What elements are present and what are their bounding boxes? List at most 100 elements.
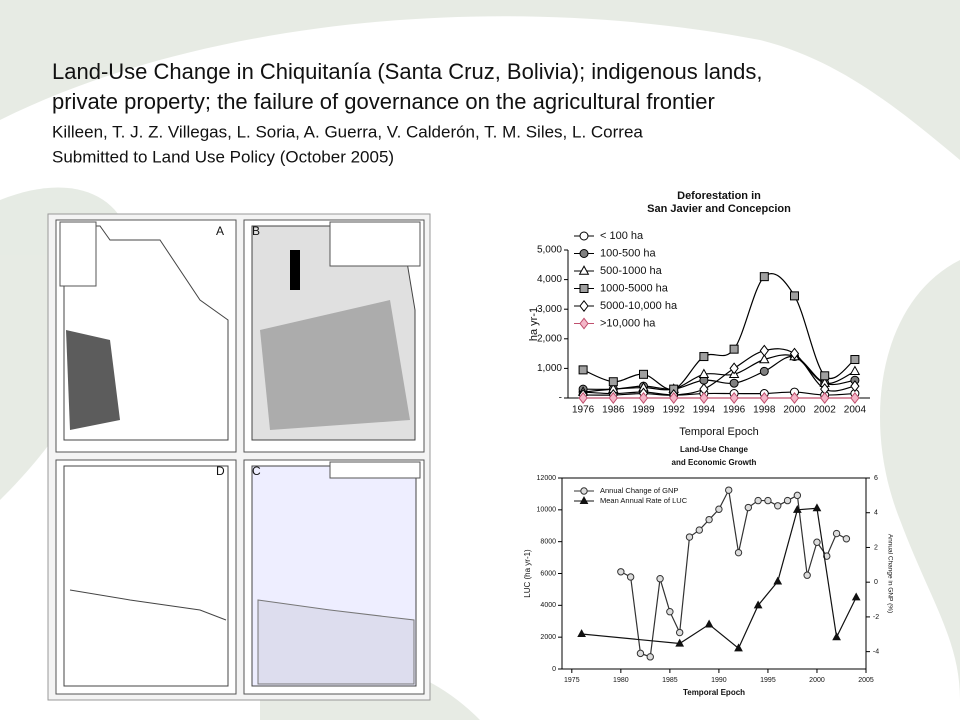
marker: [820, 371, 830, 381]
slide-title: private property; the failure of governa…: [52, 89, 715, 114]
marker: [744, 503, 753, 512]
y-tick-label: 5,000: [537, 245, 562, 256]
y-tick-label: 4,000: [537, 274, 562, 285]
y-tick-label: 6000: [540, 570, 556, 577]
marker: [759, 344, 769, 357]
y-tick-label: 10000: [537, 507, 557, 514]
marker: [705, 515, 713, 524]
y-tick-label: 3,000: [537, 304, 562, 315]
legend-label: 500-1000 ha: [600, 265, 663, 277]
y-tick-label: 2000: [540, 634, 556, 641]
marker: [764, 496, 772, 505]
marker: [812, 503, 822, 512]
marker: [578, 265, 590, 275]
legend-label: < 100 ha: [600, 230, 644, 242]
series-line: [620, 488, 847, 658]
x-tick-label: 1989: [632, 405, 655, 416]
x-tick-label: 1986: [602, 405, 625, 416]
y2-tick-label: 6: [874, 475, 878, 482]
y2-tick-label: 2: [874, 544, 878, 551]
panel-label: D: [216, 464, 225, 478]
marker: [789, 347, 800, 360]
legend-label: 100-500 ha: [600, 247, 657, 259]
x-tick-label: 1994: [693, 405, 716, 416]
marker: [608, 377, 618, 387]
marker: [754, 496, 762, 505]
marker: [729, 378, 739, 388]
marker: [813, 538, 821, 546]
marker: [789, 391, 800, 405]
y-tick-label: 12000: [537, 475, 557, 482]
map-figure: [47, 213, 431, 701]
marker: [773, 576, 783, 585]
y2-tick-label: -2: [873, 614, 879, 621]
marker: [579, 317, 589, 330]
x-tick-label: 1985: [662, 677, 678, 684]
marker: [850, 391, 860, 405]
marker: [850, 355, 860, 365]
marker: [580, 487, 588, 495]
marker: [695, 526, 703, 534]
x-axis-label: Temporal Epoch: [679, 426, 759, 438]
marker: [704, 619, 714, 628]
chart-title: Deforestation in: [677, 190, 761, 202]
y-axis-label: LUC (ha yr-1): [523, 549, 532, 598]
marker: [734, 548, 743, 557]
marker: [675, 628, 684, 637]
marker: [675, 638, 685, 647]
legend-label: 5000-10,000 ha: [600, 300, 678, 312]
y-tick-label: 1,000: [537, 363, 562, 374]
y2-axis-label: Annual Change in GNP (%): [886, 534, 893, 613]
marker: [759, 272, 769, 282]
chart-title: San Javier and Concepcion: [647, 203, 791, 215]
series-line: [581, 507, 857, 650]
marker: [729, 344, 739, 354]
chart-title: Land-Use Change: [680, 445, 749, 454]
marker: [820, 391, 830, 405]
marker: [578, 391, 588, 405]
x-tick-label: 2002: [814, 405, 837, 416]
legend-label: Mean Annual Rate of LUC: [600, 496, 688, 505]
marker: [656, 575, 664, 583]
panel-label: B: [252, 224, 260, 238]
marker: [638, 391, 649, 405]
y-axis-label: ha yr-1: [528, 307, 540, 341]
marker: [636, 649, 645, 658]
y2-tick-label: -4: [873, 648, 879, 655]
x-tick-label: 2000: [783, 405, 806, 416]
y2-tick-label: 0: [874, 579, 878, 586]
legend-label: 1000-5000 ha: [600, 282, 669, 294]
series-line: [583, 355, 855, 390]
legend-label: Annual Change of GNP: [600, 486, 678, 495]
marker: [729, 391, 739, 405]
marker: [579, 249, 589, 258]
panel-label: A: [216, 224, 224, 238]
x-tick-label: 2004: [844, 405, 867, 416]
marker: [699, 391, 709, 405]
y2-tick-label: 4: [874, 510, 878, 517]
marker: [734, 643, 743, 652]
marker: [579, 284, 589, 293]
marker: [608, 391, 618, 405]
marker: [793, 491, 802, 500]
series-line: [583, 348, 856, 396]
authors: Killeen, T. J. Z. Villegas, L. Soria, A.…: [52, 122, 643, 141]
marker: [715, 505, 723, 513]
x-tick-label: 1975: [564, 677, 580, 684]
marker: [699, 352, 709, 362]
marker: [617, 568, 625, 576]
marker: [729, 362, 739, 375]
x-tick-label: 1995: [760, 677, 776, 684]
marker: [850, 380, 860, 393]
y-tick-label: -: [559, 393, 562, 404]
marker: [774, 502, 782, 510]
y-tick-label: 0: [552, 666, 556, 673]
marker: [803, 571, 811, 579]
marker: [577, 629, 586, 638]
marker: [578, 365, 588, 375]
submission: Submitted to Land Use Policy (October 20…: [52, 147, 394, 166]
marker: [851, 592, 861, 601]
marker: [725, 486, 733, 494]
x-tick-label: 2000: [809, 677, 825, 684]
